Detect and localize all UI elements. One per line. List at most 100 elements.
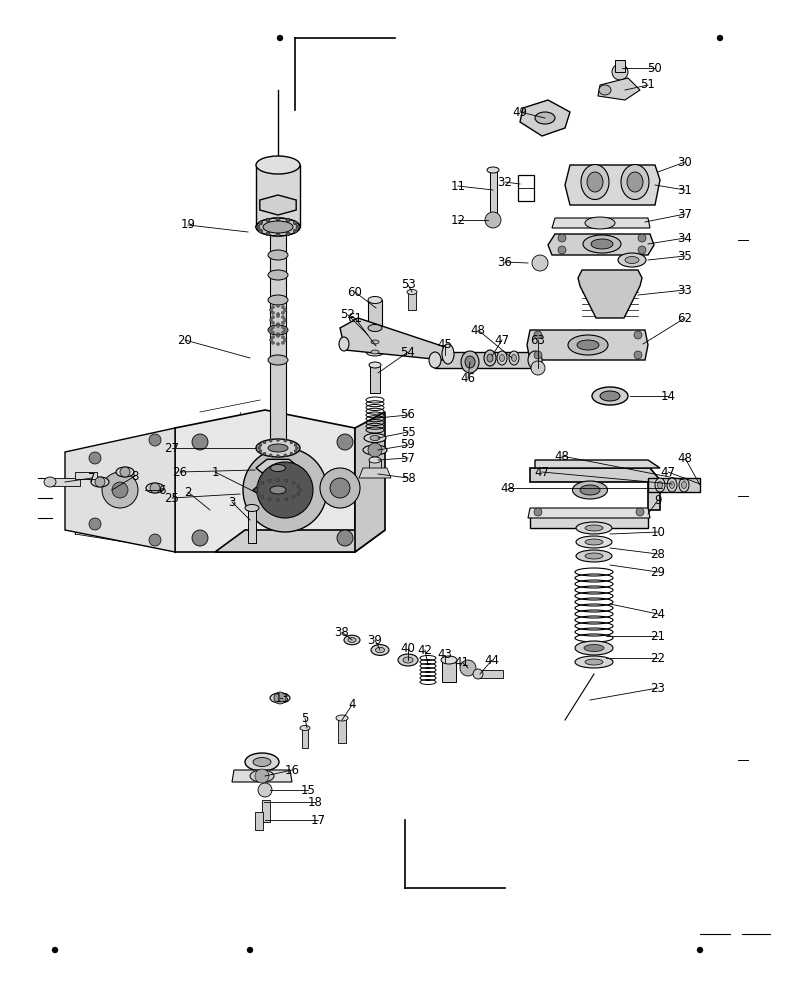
Text: 44: 44	[485, 653, 500, 666]
Bar	[490, 170, 497, 215]
Text: 48: 48	[555, 450, 569, 462]
Circle shape	[276, 313, 279, 316]
Text: 32: 32	[498, 175, 513, 189]
Ellipse shape	[370, 436, 380, 441]
Text: 56: 56	[400, 408, 416, 421]
Polygon shape	[598, 78, 640, 100]
Bar	[518, 175, 534, 201]
Ellipse shape	[583, 235, 621, 253]
Bar	[370, 365, 380, 393]
Circle shape	[271, 326, 275, 329]
Text: 40: 40	[400, 642, 416, 654]
Polygon shape	[259, 195, 296, 215]
Circle shape	[276, 304, 279, 307]
Circle shape	[283, 338, 287, 341]
Circle shape	[276, 455, 279, 458]
Text: 47: 47	[661, 465, 676, 478]
Circle shape	[261, 496, 264, 499]
Bar	[408, 292, 416, 310]
Polygon shape	[340, 318, 448, 360]
Polygon shape	[175, 410, 355, 552]
Circle shape	[276, 333, 279, 336]
Ellipse shape	[625, 257, 639, 264]
Circle shape	[292, 481, 295, 484]
Circle shape	[266, 232, 270, 236]
Bar	[369, 460, 381, 468]
Text: 7: 7	[88, 471, 96, 484]
Ellipse shape	[368, 325, 382, 332]
Circle shape	[298, 488, 302, 491]
Ellipse shape	[487, 354, 493, 362]
Text: 48: 48	[677, 452, 693, 464]
Ellipse shape	[585, 217, 615, 229]
Polygon shape	[548, 234, 654, 255]
Ellipse shape	[256, 439, 300, 457]
Circle shape	[276, 233, 280, 237]
Text: 8: 8	[131, 469, 139, 482]
Ellipse shape	[618, 253, 646, 267]
Circle shape	[293, 221, 298, 225]
Circle shape	[89, 452, 101, 464]
Circle shape	[276, 323, 279, 326]
Ellipse shape	[580, 485, 600, 495]
Circle shape	[149, 534, 161, 546]
Circle shape	[296, 225, 300, 229]
Circle shape	[558, 234, 566, 242]
Circle shape	[717, 35, 723, 41]
Circle shape	[258, 783, 272, 797]
Ellipse shape	[339, 337, 349, 351]
Circle shape	[534, 331, 542, 339]
Polygon shape	[520, 100, 570, 136]
Circle shape	[293, 229, 298, 233]
Circle shape	[297, 492, 300, 495]
Circle shape	[149, 434, 161, 446]
Circle shape	[256, 492, 259, 495]
Ellipse shape	[465, 356, 475, 368]
Text: 2: 2	[184, 485, 192, 499]
Circle shape	[243, 448, 327, 532]
Text: 24: 24	[650, 607, 665, 621]
Text: 47: 47	[534, 465, 549, 478]
Ellipse shape	[585, 659, 603, 665]
Circle shape	[89, 518, 101, 530]
Ellipse shape	[364, 434, 386, 443]
Circle shape	[257, 447, 260, 450]
Text: 38: 38	[334, 626, 349, 639]
Text: 26: 26	[173, 465, 188, 478]
Ellipse shape	[271, 464, 286, 471]
Circle shape	[263, 441, 266, 444]
Bar	[255, 812, 263, 830]
Ellipse shape	[461, 351, 479, 373]
Circle shape	[120, 467, 130, 477]
Ellipse shape	[599, 85, 611, 95]
Text: 62: 62	[677, 312, 693, 325]
Bar	[368, 300, 382, 328]
Ellipse shape	[442, 344, 454, 364]
Bar	[478, 670, 503, 678]
Text: 14: 14	[661, 390, 676, 402]
Ellipse shape	[369, 457, 381, 463]
Circle shape	[270, 309, 272, 312]
Circle shape	[271, 306, 275, 309]
Circle shape	[283, 439, 287, 442]
Ellipse shape	[600, 391, 620, 401]
Ellipse shape	[348, 638, 356, 643]
Ellipse shape	[528, 351, 542, 369]
Bar	[442, 660, 456, 682]
Ellipse shape	[366, 338, 384, 346]
Text: 29: 29	[650, 566, 665, 579]
Ellipse shape	[407, 289, 417, 294]
Ellipse shape	[591, 239, 613, 249]
Bar	[615, 60, 625, 72]
Circle shape	[270, 338, 272, 341]
Text: 22: 22	[650, 651, 665, 664]
Circle shape	[638, 246, 646, 254]
Ellipse shape	[575, 656, 613, 668]
Circle shape	[276, 478, 279, 481]
Text: 54: 54	[400, 345, 416, 358]
Circle shape	[271, 332, 275, 335]
Circle shape	[558, 246, 566, 254]
Text: 47: 47	[494, 334, 509, 346]
Circle shape	[268, 498, 271, 501]
Ellipse shape	[270, 693, 290, 703]
